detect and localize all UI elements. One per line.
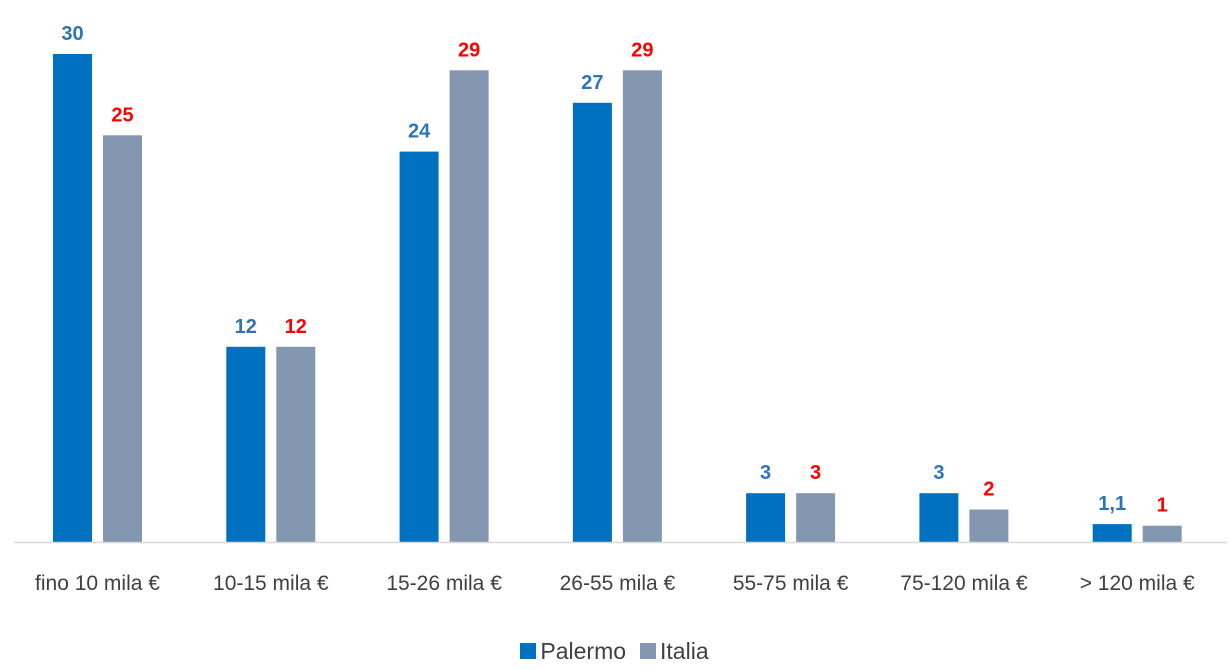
- bar-palermo-1: [226, 346, 266, 542]
- data-label-italia-6: 1: [1157, 495, 1168, 517]
- bar-italia-2: [449, 70, 489, 543]
- bar-italia-6: [1142, 525, 1182, 542]
- bar-italia-4: [796, 493, 836, 542]
- data-label-palermo-6: 1,1: [1098, 493, 1126, 515]
- data-label-palermo-3: 27: [581, 72, 603, 94]
- data-label-palermo-0: 30: [61, 23, 83, 45]
- x-tick-label-0: fino 10 mila €: [35, 572, 160, 595]
- data-label-italia-3: 29: [631, 39, 653, 61]
- bar-palermo-5: [919, 493, 959, 542]
- data-label-italia-4: 3: [810, 462, 821, 484]
- x-tick-labels: fino 10 mila € 10-15 mila € 15-26 mila € 26…: [35, 572, 1195, 595]
- legend: Palermo Italia: [0, 636, 1229, 666]
- x-tick-label-5: 75-120 mila €: [900, 572, 1028, 595]
- bar-palermo-0: [53, 54, 92, 542]
- x-tick-label-2: 15-26 mila €: [386, 572, 502, 595]
- data-label-italia-0: 25: [111, 104, 133, 126]
- legend-label-palermo: Palermo: [540, 637, 627, 664]
- bar-italia-5: [969, 509, 1009, 542]
- bars-layer: [53, 54, 1182, 543]
- bar-palermo-2: [399, 151, 439, 542]
- data-label-palermo-5: 3: [933, 462, 944, 484]
- data-label-italia-2: 29: [458, 39, 480, 61]
- data-label-palermo-2: 24: [408, 121, 431, 143]
- legend-swatch-italia: [640, 643, 657, 659]
- bar-italia-0: [103, 135, 142, 543]
- bar-italia-3: [622, 70, 662, 543]
- data-labels-layer: 30 25 12 12 24 29 27 29 3 3 3 2 1,1 1: [61, 23, 1167, 517]
- data-label-palermo-1: 12: [235, 316, 257, 338]
- x-tick-label-4: 55-75 mila €: [733, 572, 849, 595]
- x-tick-label-3: 26-55 mila €: [560, 572, 676, 595]
- legend-swatch-palermo: [520, 643, 537, 659]
- data-label-palermo-4: 3: [760, 462, 771, 484]
- data-label-italia-1: 12: [285, 316, 307, 338]
- data-label-italia-5: 2: [983, 479, 994, 501]
- x-tick-label-1: 10-15 mila €: [213, 572, 329, 595]
- legend-item-palermo[interactable]: Palermo: [520, 638, 626, 665]
- bar-italia-1: [276, 346, 316, 542]
- legend-item-italia[interactable]: Italia: [640, 638, 709, 665]
- legend-label-italia: Italia: [660, 637, 709, 664]
- bar-palermo-4: [746, 493, 786, 542]
- bar-palermo-3: [572, 102, 612, 543]
- bar-palermo-6: [1092, 524, 1132, 542]
- x-tick-label-6: > 120 mila €: [1080, 572, 1195, 595]
